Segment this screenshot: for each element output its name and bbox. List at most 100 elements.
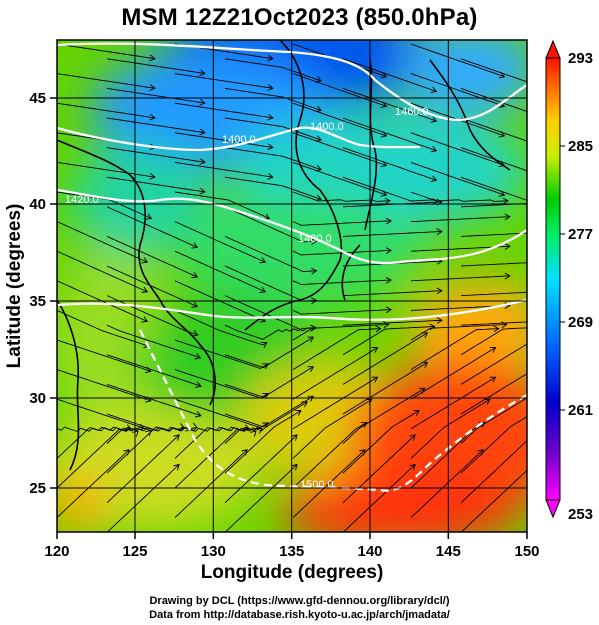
streamline — [342, 290, 442, 297]
streamline — [410, 132, 505, 166]
streamline-arrow — [267, 143, 274, 151]
streamline — [342, 387, 425, 444]
streamline-arrow — [430, 145, 438, 153]
streamline — [460, 373, 527, 415]
streamline — [224, 410, 302, 474]
streamline-arrow — [478, 421, 486, 428]
map-grid — [57, 40, 527, 532]
streamline-arrow — [421, 332, 429, 339]
streamline-arrow — [178, 423, 185, 430]
streamline — [460, 416, 527, 474]
streamline — [460, 440, 527, 504]
streamline — [224, 235, 317, 272]
streamline-arrow — [149, 113, 156, 121]
streamline — [224, 434, 298, 504]
streamline-arrow — [436, 287, 443, 295]
streamline-arrow — [199, 99, 206, 106]
streamline-arrow — [489, 376, 497, 383]
streamline — [106, 383, 202, 417]
streamline — [342, 326, 435, 356]
streamline-arrow — [194, 353, 202, 360]
streamline — [106, 235, 198, 278]
streamline-arrow — [123, 449, 130, 456]
streamline-arrow — [307, 336, 315, 343]
streamline — [292, 328, 381, 370]
contour-line — [57, 42, 527, 122]
streamline-arrow — [195, 381, 202, 388]
streamline-arrow — [199, 187, 206, 195]
streamline — [410, 323, 507, 341]
coastline — [57, 299, 80, 471]
streamline-arrow — [250, 430, 257, 437]
streamline — [57, 73, 155, 89]
streamline-arrow — [145, 429, 152, 437]
colorbar-tick-label: 285 — [568, 138, 593, 155]
streamline — [460, 321, 527, 326]
streamline — [292, 191, 390, 202]
streamline-arrow — [307, 395, 315, 402]
streamline-arrow — [484, 398, 491, 405]
streamline — [460, 327, 527, 356]
streamline — [174, 73, 273, 89]
streamline — [410, 328, 499, 370]
streamline-arrow — [260, 342, 268, 349]
streamline — [224, 206, 317, 243]
lon-tick-label: 125 — [122, 543, 147, 560]
streamline-arrow — [409, 434, 416, 441]
streamline — [342, 87, 437, 122]
streamline-arrow — [527, 465, 533, 471]
streamline — [174, 427, 250, 489]
streamline — [342, 319, 442, 326]
streamline — [57, 102, 155, 119]
streamline-arrow — [380, 160, 388, 168]
streamline — [292, 347, 378, 400]
streamline — [224, 366, 314, 398]
streamline-arrow — [199, 69, 206, 77]
streamline — [106, 354, 202, 387]
streamline-arrow — [436, 317, 443, 324]
streamline-arrow — [195, 411, 202, 418]
streamline-arrow — [385, 276, 392, 284]
lat-tick-label: 35 — [29, 293, 46, 310]
streamline — [410, 399, 491, 459]
streamline-arrow — [149, 84, 156, 91]
streamline — [292, 132, 387, 166]
streamline — [292, 220, 392, 226]
streamline — [460, 147, 527, 172]
streamline — [174, 339, 269, 369]
streamline-arrow — [385, 217, 392, 225]
streamline — [174, 449, 248, 518]
streamline-arrow — [429, 323, 436, 331]
streamline — [460, 176, 527, 201]
lon-tick-labels: 120 125 130 135 140 145 150 — [44, 543, 539, 560]
streamline — [410, 43, 505, 78]
streamline — [174, 161, 273, 178]
streamline-arrow — [199, 158, 206, 165]
streamline-arrow — [262, 392, 269, 399]
streamline-arrow — [413, 410, 420, 416]
streamline-arrow — [418, 387, 426, 394]
streamline — [410, 73, 505, 107]
streamline — [106, 265, 198, 308]
streamline — [460, 397, 527, 444]
streamline-arrow — [383, 321, 390, 329]
coastline — [159, 299, 216, 406]
streamline — [224, 147, 322, 171]
streamline-arrow — [493, 325, 500, 333]
contour-line — [57, 126, 421, 152]
map-title: MSM 12Z21Oct2023 (850.0hPa) — [121, 4, 478, 31]
streamline — [106, 434, 180, 504]
streamline-arrow — [259, 257, 267, 264]
streamline-arrow — [267, 113, 274, 121]
streamline-arrow — [489, 347, 497, 353]
streamline — [292, 399, 373, 459]
streamline — [106, 176, 205, 193]
streamline-arrow — [267, 54, 274, 62]
streamline-arrow — [191, 422, 198, 429]
contour-line — [57, 188, 527, 265]
contour-label: 1420.0 — [65, 194, 99, 206]
streamline — [410, 161, 505, 196]
streamline-arrow — [498, 131, 506, 138]
streamline — [224, 336, 314, 369]
lat-tick-labels: 25 30 35 40 45 — [29, 90, 46, 497]
